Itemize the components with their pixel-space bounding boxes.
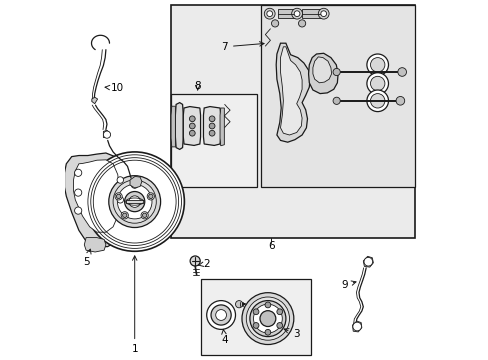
Circle shape [209, 123, 215, 129]
Text: 7: 7 [221, 42, 264, 52]
Circle shape [363, 257, 372, 266]
Circle shape [115, 193, 122, 200]
Circle shape [395, 96, 404, 105]
Circle shape [121, 212, 128, 219]
Circle shape [116, 194, 121, 198]
Circle shape [246, 297, 289, 340]
Polygon shape [363, 256, 373, 267]
Circle shape [235, 301, 242, 308]
Polygon shape [125, 200, 143, 203]
Polygon shape [352, 321, 361, 332]
Circle shape [103, 131, 110, 138]
Circle shape [108, 176, 160, 228]
Circle shape [75, 207, 81, 214]
Circle shape [366, 73, 387, 94]
Circle shape [266, 11, 272, 17]
Circle shape [141, 212, 148, 219]
Polygon shape [308, 53, 337, 94]
Circle shape [124, 192, 144, 212]
Circle shape [276, 309, 282, 315]
Circle shape [129, 196, 140, 207]
Circle shape [332, 97, 340, 104]
Circle shape [352, 322, 361, 331]
Circle shape [142, 213, 146, 217]
Circle shape [189, 116, 195, 122]
Text: 9: 9 [341, 280, 355, 290]
Circle shape [397, 68, 406, 76]
Circle shape [113, 180, 156, 223]
Text: 2: 2 [198, 258, 209, 269]
Circle shape [271, 20, 278, 27]
Circle shape [190, 256, 200, 266]
Circle shape [332, 68, 340, 76]
Circle shape [209, 116, 215, 122]
Bar [302, 9, 321, 18]
Circle shape [264, 8, 275, 19]
Circle shape [189, 123, 195, 129]
Polygon shape [280, 47, 302, 135]
Circle shape [253, 309, 259, 315]
Circle shape [215, 310, 226, 320]
Circle shape [370, 76, 384, 91]
Circle shape [264, 329, 270, 335]
Bar [170, 5, 415, 238]
Polygon shape [130, 176, 142, 188]
Circle shape [189, 130, 195, 136]
Circle shape [294, 11, 299, 17]
Circle shape [370, 94, 384, 108]
Circle shape [366, 90, 387, 112]
Text: 10: 10 [105, 83, 124, 93]
Circle shape [260, 311, 275, 327]
Circle shape [318, 8, 328, 19]
Polygon shape [175, 103, 183, 149]
Text: 6: 6 [267, 240, 274, 251]
Polygon shape [183, 107, 200, 145]
Circle shape [148, 194, 153, 198]
Polygon shape [73, 160, 119, 232]
Polygon shape [84, 238, 106, 252]
Polygon shape [312, 57, 331, 83]
Circle shape [264, 302, 270, 308]
Circle shape [320, 11, 326, 17]
Circle shape [370, 58, 384, 72]
Polygon shape [64, 153, 125, 247]
Polygon shape [220, 108, 224, 146]
Circle shape [242, 293, 293, 345]
Circle shape [75, 169, 81, 176]
Text: 3: 3 [284, 329, 300, 339]
Bar [260, 5, 415, 187]
Polygon shape [276, 43, 309, 142]
Circle shape [147, 193, 154, 200]
Text: 1: 1 [131, 256, 138, 354]
Circle shape [132, 183, 137, 187]
Circle shape [85, 152, 184, 251]
Text: 5: 5 [82, 249, 91, 267]
Circle shape [122, 213, 127, 217]
Polygon shape [203, 107, 220, 145]
Circle shape [249, 301, 285, 337]
Circle shape [75, 189, 81, 196]
Circle shape [117, 177, 123, 183]
Circle shape [366, 54, 387, 76]
Polygon shape [103, 130, 110, 138]
Polygon shape [171, 106, 175, 147]
Bar [170, 94, 257, 187]
Circle shape [291, 8, 302, 19]
Circle shape [253, 304, 282, 333]
Circle shape [206, 301, 235, 329]
Circle shape [117, 184, 152, 219]
Text: 8: 8 [194, 81, 201, 91]
Text: 4: 4 [221, 329, 227, 345]
Bar [201, 279, 310, 355]
Circle shape [253, 323, 259, 328]
Polygon shape [92, 97, 98, 104]
Circle shape [209, 130, 215, 136]
Circle shape [276, 323, 282, 328]
Circle shape [117, 197, 123, 203]
Circle shape [298, 20, 305, 27]
Circle shape [131, 181, 138, 188]
Bar [277, 9, 297, 18]
Circle shape [211, 305, 231, 325]
